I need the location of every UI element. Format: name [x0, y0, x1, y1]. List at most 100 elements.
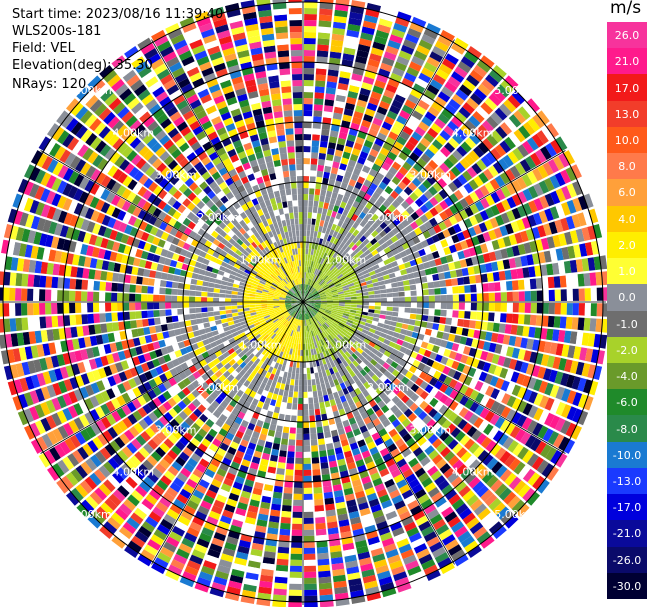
- range-gate-cell: [300, 355, 303, 362]
- range-gate-cell: [260, 501, 271, 510]
- range-gate-cell: [52, 382, 62, 396]
- range-gate-cell: [549, 342, 558, 355]
- range-gate-cell: [349, 337, 357, 344]
- range-gate-cell: [292, 511, 303, 518]
- range-gate-cell: [202, 338, 210, 346]
- range-gate-cell: [508, 476, 522, 490]
- range-gate-cell: [305, 319, 308, 326]
- range-gate-cell: [263, 315, 271, 319]
- range-gate-cell: [596, 303, 603, 317]
- range-gate-cell: [355, 539, 368, 549]
- range-gate-cell: [331, 429, 339, 437]
- range-gate-cell: [329, 314, 336, 319]
- range-gate-cell: [437, 557, 452, 569]
- range-gate-cell: [286, 457, 295, 464]
- range-gate-cell: [243, 379, 251, 388]
- range-gate-cell: [303, 92, 314, 99]
- range-gate-cell: [308, 206, 313, 213]
- range-gate-cell: [136, 276, 143, 285]
- range-gate-cell: [492, 430, 504, 443]
- range-gate-cell: [209, 353, 218, 361]
- range-gate-cell: [174, 520, 188, 532]
- range-gate-cell: [209, 277, 216, 283]
- range-gate-cell: [183, 462, 195, 473]
- range-gate-cell: [29, 422, 41, 438]
- range-gate-cell: [213, 334, 221, 341]
- range-gate-cell: [289, 236, 294, 244]
- range-gate-cell: [355, 329, 362, 335]
- range-gate-cell: [178, 543, 193, 554]
- range-gate-cell: [43, 450, 56, 465]
- range-gate-cell: [396, 479, 408, 489]
- range-gate-cell: [459, 507, 473, 520]
- range-gate-cell: [283, 346, 288, 354]
- range-gate-cell: [577, 317, 585, 331]
- range-gate-cell: [225, 418, 234, 427]
- range-gate-cell: [156, 332, 164, 341]
- range-gate-cell: [196, 280, 204, 286]
- range-gate-cell: [272, 600, 287, 607]
- range-gate-cell: [256, 419, 264, 428]
- range-gate-cell: [368, 341, 376, 348]
- range-gate-cell: [312, 128, 321, 135]
- range-gate-cell: [60, 340, 68, 353]
- range-gate-cell: [145, 427, 156, 438]
- range-gate-cell: [72, 254, 80, 266]
- range-gate-cell: [287, 445, 295, 452]
- range-gate-cell: [435, 427, 446, 438]
- range-gate-cell: [112, 489, 126, 502]
- range-gate-cell: [376, 462, 387, 472]
- range-gate-cell: [314, 98, 324, 105]
- range-gate-cell: [51, 289, 58, 301]
- range-gate-cell: [234, 475, 245, 485]
- range-gate-cell: [325, 437, 333, 445]
- range-gate-cell: [373, 355, 381, 363]
- range-gate-cell: [235, 348, 243, 355]
- range-gate-cell: [243, 307, 250, 312]
- range-gate-cell: [288, 158, 296, 165]
- range-gate-cell: [303, 62, 315, 69]
- range-gate-cell: [523, 350, 532, 362]
- range-gate-cell: [316, 170, 324, 178]
- range-gate-cell: [222, 378, 231, 387]
- range-gate-cell: [89, 395, 100, 408]
- range-gate-cell: [271, 317, 278, 322]
- range-gate-cell: [179, 451, 190, 462]
- range-gate-cell: [123, 302, 130, 311]
- range-gate-cell: [322, 344, 328, 352]
- range-gate-cell: [264, 316, 271, 321]
- range-gate-cell: [507, 495, 521, 510]
- range-gate-cell: [434, 380, 443, 390]
- range-gate-cell: [321, 413, 328, 421]
- range-gate-cell: [335, 384, 342, 392]
- range-gate-cell: [220, 336, 228, 343]
- range-gate-cell: [486, 475, 499, 488]
- range-gate-cell: [304, 26, 317, 33]
- range-gate-cell: [255, 294, 262, 298]
- range-gate-cell: [434, 401, 444, 411]
- range-gate-cell: [181, 537, 195, 549]
- range-gate-cell: [483, 423, 494, 436]
- range-gate-cell: [270, 454, 278, 462]
- range-gate-cell: [313, 110, 323, 117]
- range-gate-cell: [468, 442, 480, 454]
- range-gate-cell: [267, 300, 273, 302]
- range-gate-cell: [304, 266, 307, 273]
- range-gate-cell: [281, 352, 287, 359]
- range-gate-cell: [454, 392, 464, 403]
- range-gate-cell: [154, 271, 162, 279]
- range-gate-cell: [237, 444, 247, 453]
- range-gate-cell: [172, 429, 182, 440]
- range-gate-cell: [185, 326, 193, 333]
- range-gate-cell: [381, 328, 389, 334]
- range-gate-cell: [321, 468, 330, 475]
- range-gate-cell: [281, 219, 287, 227]
- range-gate-cell: [168, 330, 176, 338]
- range-gate-cell: [398, 307, 405, 313]
- range-gate-cell: [303, 182, 309, 189]
- range-gate-cell: [452, 310, 459, 318]
- range-gate-cell: [140, 344, 149, 354]
- range-gate-cell: [146, 360, 155, 370]
- range-gate-cell: [358, 354, 366, 362]
- range-gate-cell: [296, 433, 303, 440]
